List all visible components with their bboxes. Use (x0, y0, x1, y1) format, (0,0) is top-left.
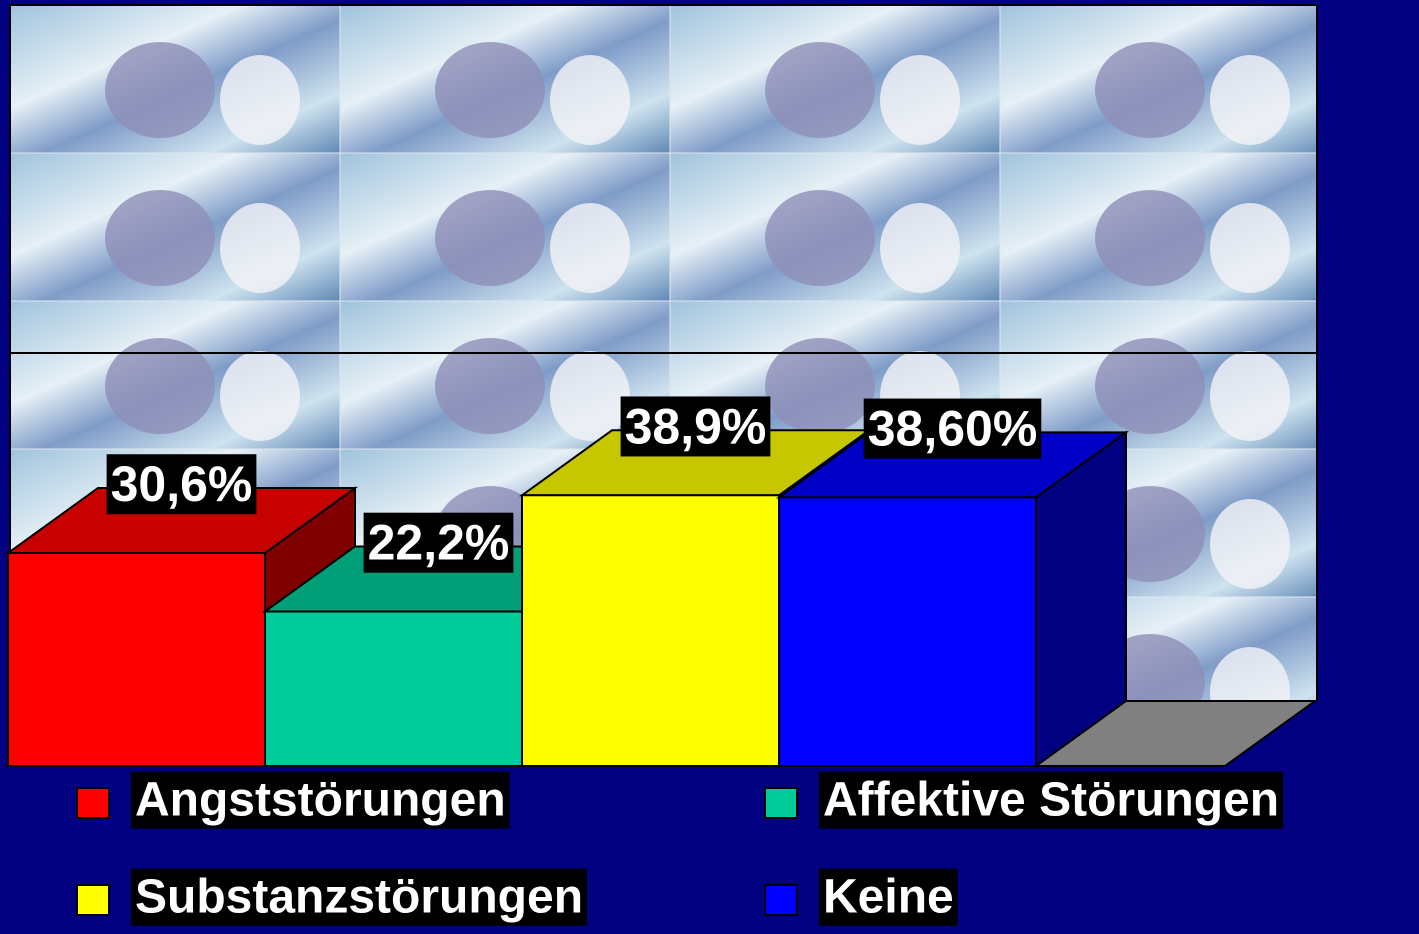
data-label: 30,6% (111, 456, 253, 512)
legend-label: Affektive Störungen (823, 774, 1279, 827)
bar (521, 494, 780, 767)
bar (264, 610, 523, 767)
bar (778, 496, 1037, 767)
legend-label: Substanzstörungen (135, 871, 583, 924)
legend-label-bg (131, 868, 588, 926)
bar (7, 552, 266, 767)
data-label-bg (106, 454, 257, 515)
data-label: 22,2% (368, 515, 510, 571)
data-label-bg (620, 396, 771, 457)
data-label: 38,9% (625, 398, 767, 454)
data-label-bg (363, 512, 514, 573)
data-label: 38,60% (868, 401, 1038, 457)
legend-label: Keine (823, 871, 954, 924)
legend-label-bg (131, 771, 510, 829)
legend-swatch (764, 884, 798, 916)
legend-label-bg (819, 868, 958, 926)
legend-swatch (76, 884, 110, 916)
data-label-bg (863, 398, 1042, 459)
legend-label: Angststörungen (135, 774, 506, 827)
legend-swatch (76, 787, 110, 819)
legend-label-bg (819, 771, 1284, 829)
legend-swatch (764, 787, 798, 819)
